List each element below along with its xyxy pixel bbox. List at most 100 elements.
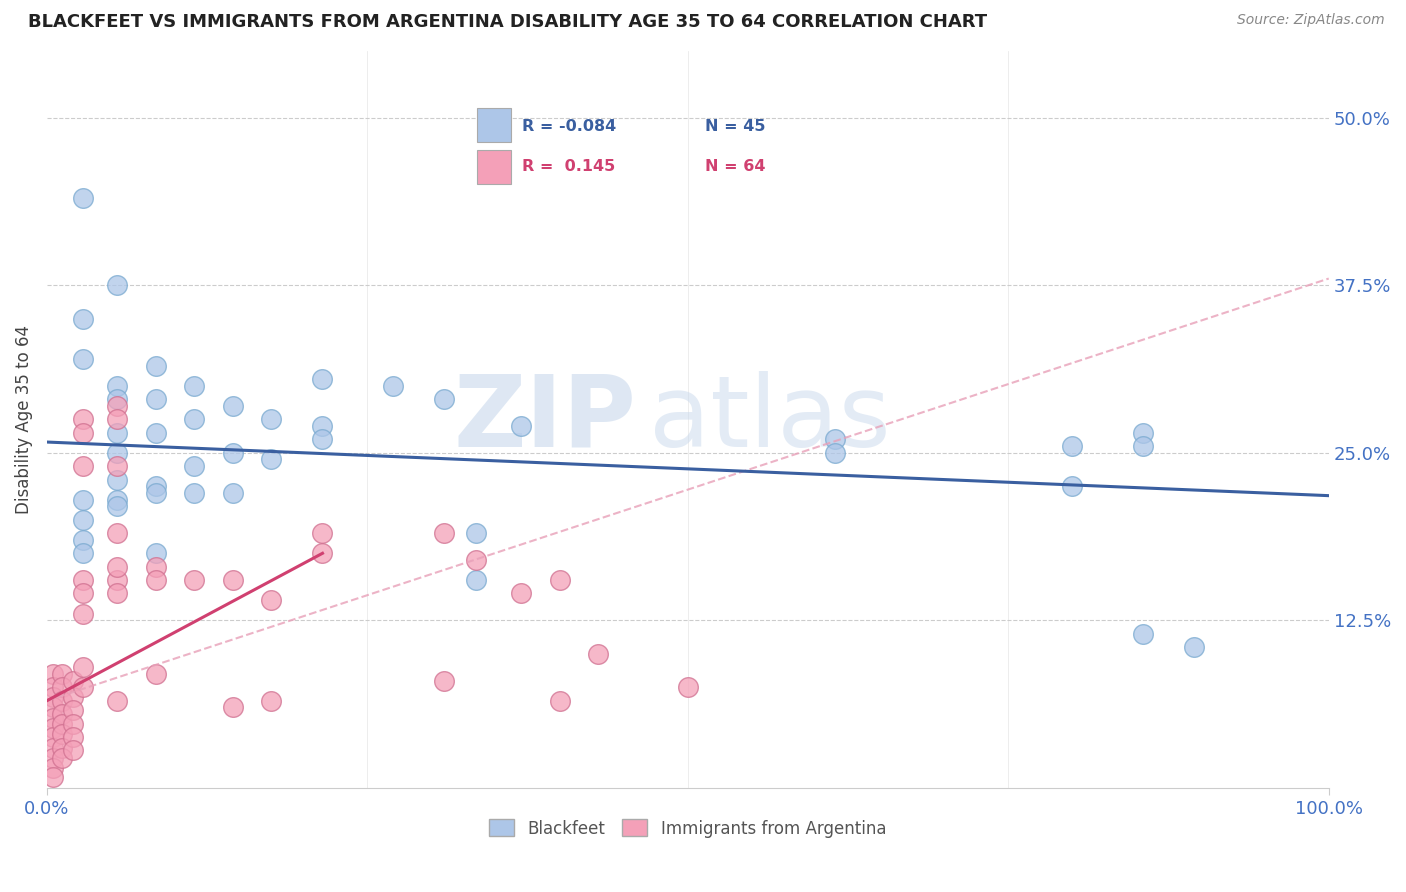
Point [145, 486, 167, 500]
Point [510, 586, 533, 600]
Point [105, 399, 128, 413]
Point [311, 433, 333, 447]
Point [145, 546, 167, 560]
Point [72, 513, 94, 527]
Point [183, 573, 205, 587]
Point [260, 593, 283, 607]
Point [311, 526, 333, 541]
Point [42, 751, 65, 765]
Point [183, 412, 205, 426]
Point [145, 667, 167, 681]
Point [72, 533, 94, 547]
Point [51, 751, 73, 765]
Point [433, 526, 456, 541]
Point [433, 673, 456, 688]
Point [1132, 439, 1154, 453]
Point [51, 694, 73, 708]
Point [72, 573, 94, 587]
Point [311, 546, 333, 560]
Point [676, 681, 699, 695]
Point [72, 351, 94, 366]
Point [183, 486, 205, 500]
Text: BLACKFEET VS IMMIGRANTS FROM ARGENTINA DISABILITY AGE 35 TO 64 CORRELATION CHART: BLACKFEET VS IMMIGRANTS FROM ARGENTINA D… [28, 13, 987, 31]
Point [72, 459, 94, 474]
Point [51, 681, 73, 695]
Point [72, 191, 94, 205]
Text: ZIP: ZIP [454, 371, 637, 467]
Point [260, 452, 283, 467]
Y-axis label: Disability Age 35 to 64: Disability Age 35 to 64 [15, 325, 32, 514]
Point [42, 770, 65, 784]
Point [105, 446, 128, 460]
Point [72, 586, 94, 600]
Point [105, 425, 128, 440]
Point [145, 359, 167, 373]
Point [311, 372, 333, 386]
Point [105, 278, 128, 293]
Point [105, 378, 128, 392]
Point [1182, 640, 1205, 654]
Point [145, 425, 167, 440]
Text: Source: ZipAtlas.com: Source: ZipAtlas.com [1237, 13, 1385, 28]
Point [510, 419, 533, 434]
Point [222, 573, 245, 587]
Point [72, 311, 94, 326]
Point [72, 607, 94, 621]
Point [222, 486, 245, 500]
Point [42, 667, 65, 681]
Point [72, 412, 94, 426]
Point [145, 392, 167, 406]
Point [465, 526, 488, 541]
Point [105, 694, 128, 708]
Point [311, 419, 333, 434]
Point [42, 730, 65, 744]
Point [42, 690, 65, 704]
Point [183, 378, 205, 392]
Point [465, 573, 488, 587]
Point [51, 707, 73, 722]
Point [105, 492, 128, 507]
Point [72, 546, 94, 560]
Point [105, 500, 128, 514]
Point [145, 479, 167, 493]
Point [260, 694, 283, 708]
Point [51, 716, 73, 731]
Point [72, 681, 94, 695]
Point [145, 573, 167, 587]
Point [105, 526, 128, 541]
Legend: Blackfeet, Immigrants from Argentina: Blackfeet, Immigrants from Argentina [481, 811, 894, 846]
Point [183, 459, 205, 474]
Point [51, 667, 73, 681]
Point [548, 694, 571, 708]
Point [433, 392, 456, 406]
Point [105, 412, 128, 426]
Point [62, 743, 84, 757]
Point [42, 711, 65, 725]
Point [824, 446, 846, 460]
Point [42, 761, 65, 775]
Point [51, 727, 73, 741]
Point [1132, 626, 1154, 640]
Point [62, 690, 84, 704]
Text: atlas: atlas [650, 371, 891, 467]
Point [586, 647, 609, 661]
Point [62, 716, 84, 731]
Point [42, 681, 65, 695]
Point [42, 721, 65, 735]
Point [105, 392, 128, 406]
Point [62, 730, 84, 744]
Point [72, 425, 94, 440]
Point [260, 412, 283, 426]
Point [548, 573, 571, 587]
Point [1132, 425, 1154, 440]
Point [72, 492, 94, 507]
Point [465, 553, 488, 567]
Point [42, 740, 65, 755]
Point [222, 700, 245, 714]
Point [382, 378, 405, 392]
Point [105, 586, 128, 600]
Point [824, 433, 846, 447]
Point [145, 559, 167, 574]
Point [62, 703, 84, 717]
Point [222, 399, 245, 413]
